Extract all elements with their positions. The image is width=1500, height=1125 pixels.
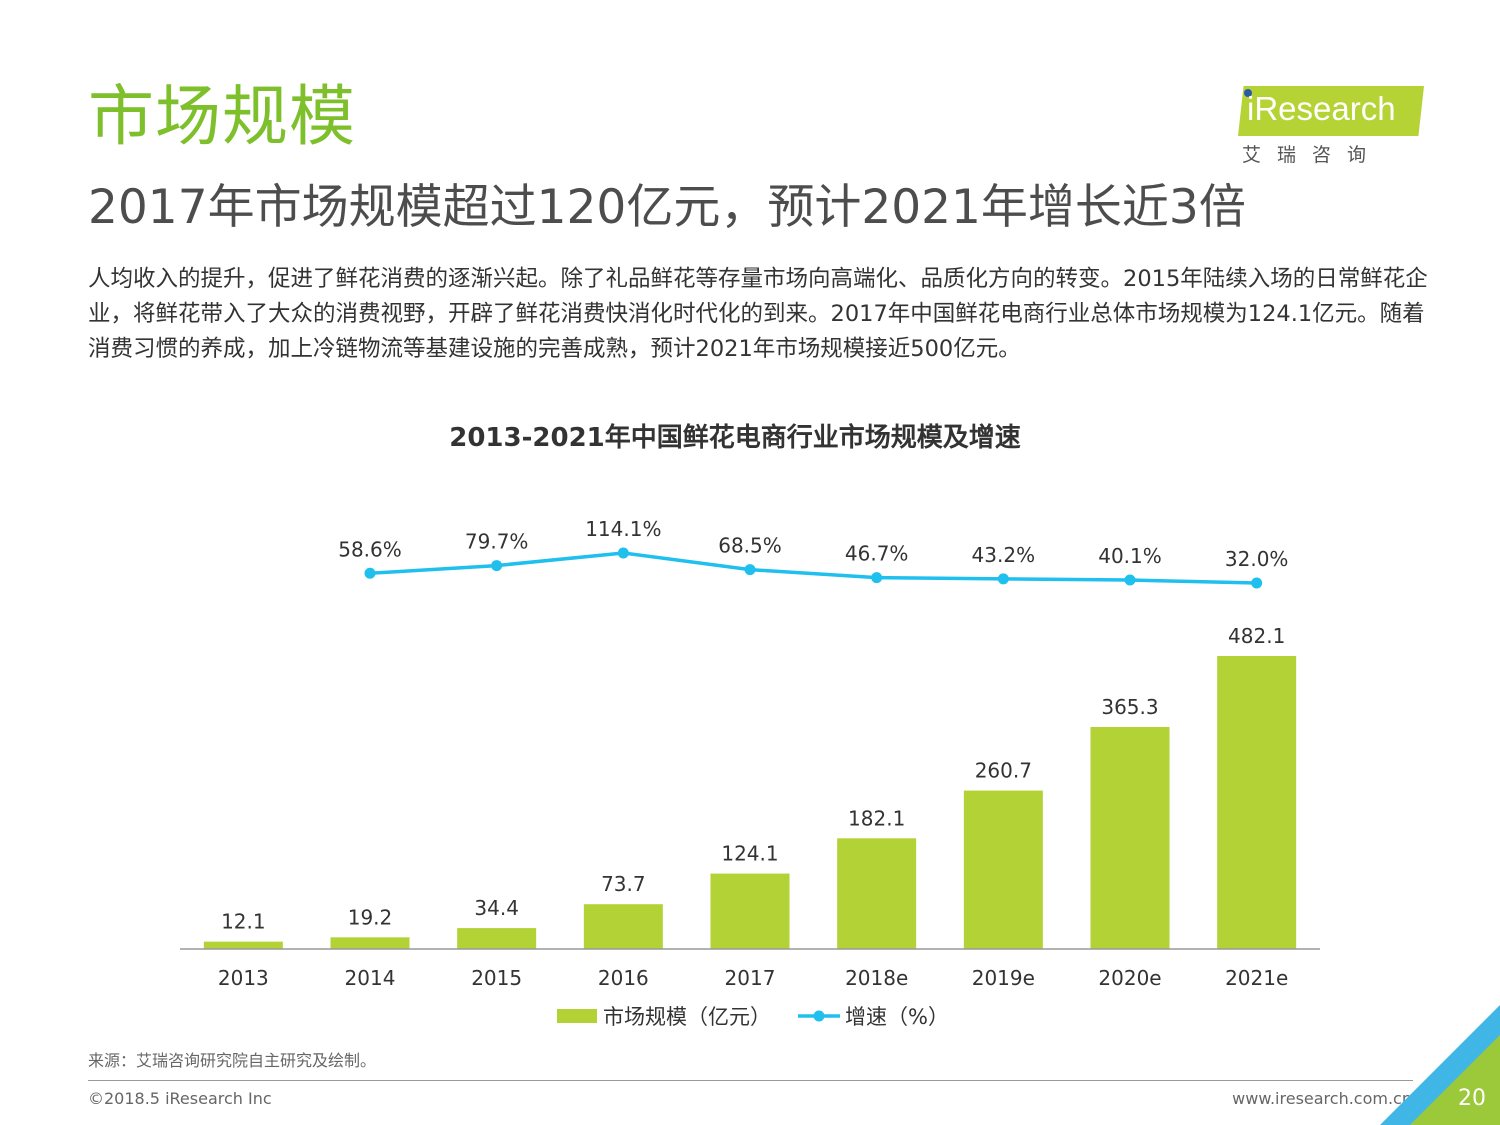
growth-line-layer: 58.6% 79.7% 114.1% 68.5% 46.7% 43.2% 40.1% 32.0… [338, 517, 1288, 589]
legend-line-marker [813, 1010, 825, 1022]
x-axis: 2013 2014 2015 2016 2017 2018e 2019e 2020e 2021e [180, 948, 1320, 990]
logo-dot [1244, 89, 1252, 97]
website-link[interactable]: www.iresearch.com.cn [1232, 1089, 1412, 1108]
bar-label-2021e: 482.1 [1228, 624, 1285, 648]
growth-label-2018e: 46.7% [845, 542, 909, 566]
page-number: 20 [1458, 1086, 1486, 1111]
growth-point-2018e [871, 572, 883, 584]
footer-divider [88, 1080, 1413, 1081]
iresearch-logo: iResearch 艾瑞咨询 [1238, 80, 1428, 170]
bar-label-2013: 12.1 [221, 910, 266, 934]
bar-label-2020e: 365.3 [1101, 695, 1158, 719]
bar-label-2014: 19.2 [348, 905, 393, 929]
bar-2018e [837, 838, 917, 949]
growth-label-2016: 114.1% [585, 517, 661, 541]
bar-2020e [1090, 726, 1170, 949]
growth-point-2021e [1251, 577, 1263, 589]
chart-legend: 市场规模（亿元） 增速（%） [557, 1005, 949, 1029]
bar-label-2018e: 182.1 [848, 806, 905, 830]
bar-2015 [457, 928, 537, 949]
copyright: ©2018.5 iResearch Inc [88, 1089, 272, 1108]
bar-label-2019e: 260.7 [975, 759, 1032, 783]
bar-2019e [963, 790, 1043, 949]
logo-banner [1238, 86, 1424, 136]
growth-point-2020e [1124, 574, 1136, 586]
growth-label-2017: 68.5% [718, 534, 782, 558]
source-note: 来源：艾瑞咨询研究院自主研究及绘制。 [88, 1051, 377, 1070]
x-tick-label-2015: 2015 [471, 966, 522, 990]
bar-2013 [203, 941, 283, 949]
growth-point-2017 [744, 564, 756, 576]
growth-line [369, 551, 1257, 585]
growth-label-2014: 58.6% [338, 537, 402, 561]
growth-point-2016 [617, 547, 629, 559]
x-tick-label-2019e: 2019e [972, 966, 1035, 990]
bar-2016 [583, 904, 663, 949]
bar-2017 [710, 873, 790, 949]
growth-label-2019e: 43.2% [972, 543, 1036, 567]
logo-subtext: 艾瑞咨询 [1242, 144, 1383, 166]
bar-2014 [330, 937, 410, 949]
x-tick-label-2020e: 2020e [1098, 966, 1161, 990]
growth-label-2015: 79.7% [465, 530, 529, 554]
headline: 2017年市场规模超过120亿元，预计2021年增长近3倍 [88, 180, 1246, 235]
x-tick-label-2014: 2014 [345, 966, 396, 990]
legend-bar-swatch [557, 1009, 597, 1023]
bar-2021e [1217, 656, 1297, 949]
growth-point-2015 [491, 560, 503, 572]
bar-label-2017: 124.1 [721, 842, 778, 866]
logo-wordmark: iResearch [1247, 90, 1396, 127]
legend-line-label: 增速（%） [845, 1005, 949, 1029]
x-tick-label-2016: 2016 [598, 966, 649, 990]
section-title: 市场规模 [88, 78, 356, 155]
intro-paragraph: 人均收入的提升，促进了鲜花消费的逐渐兴起。除了礼品鲜花等存量市场向高端化、品质化… [88, 266, 1428, 362]
chart-title: 2013-2021年中国鲜花电商行业市场规模及增速 [449, 423, 1021, 453]
bar-label-2016: 73.7 [601, 872, 646, 896]
bar-label-2015: 34.4 [474, 896, 519, 920]
growth-label-2020e: 40.1% [1098, 544, 1162, 568]
x-tick-label-2018e: 2018e [845, 966, 908, 990]
x-tick-label-2017: 2017 [725, 966, 776, 990]
growth-label-2021e: 32.0% [1225, 547, 1289, 571]
bars-layer: 12.1 19.2 34.4 73.7 124.1 182.1 260.7 365.3 482.… [203, 624, 1297, 949]
x-tick-label-2021e: 2021e [1225, 966, 1288, 990]
x-tick-label-2013: 2013 [218, 966, 269, 990]
growth-point-2019e [997, 573, 1009, 585]
growth-point-2014 [364, 567, 376, 579]
legend-bar-label: 市场规模（亿元） [603, 1005, 771, 1029]
